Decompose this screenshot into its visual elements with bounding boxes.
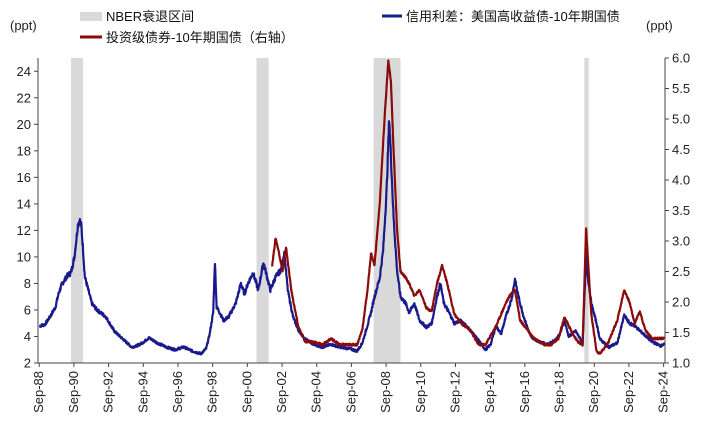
right-tick-label-3: 2.5	[672, 264, 690, 279]
x-tick-label-1: Sep-90	[66, 371, 81, 413]
x-tick-label-14: Sep-16	[517, 371, 532, 413]
left-axis-unit: (ppt)	[10, 18, 37, 33]
x-tick-label-7: Sep-02	[274, 371, 289, 413]
x-tick-label-4: Sep-96	[170, 371, 185, 413]
series-line-0	[38, 120, 666, 356]
x-tick-label-16: Sep-20	[586, 371, 601, 413]
x-tick-label-12: Sep-12	[447, 371, 462, 413]
right-tick-label-2: 2.0	[672, 295, 690, 310]
left-tick-label-10: 22	[17, 90, 31, 105]
left-tick-label-7: 16	[17, 170, 31, 185]
left-tick-label-3: 8	[24, 276, 31, 291]
legend-label-investment-grade: 投资级债券-10年期国债（右轴）	[106, 30, 294, 45]
right-tick-label-9: 5.5	[672, 81, 690, 96]
x-tick-label-6: Sep-00	[239, 371, 254, 413]
x-tick-label-2: Sep-92	[101, 371, 116, 413]
x-tick-label-13: Sep-14	[482, 371, 497, 413]
left-tick-label-1: 4	[24, 329, 31, 344]
right-tick-label-10: 6.0	[672, 51, 690, 66]
recession-band-1	[256, 58, 269, 363]
right-tick-label-4: 3.0	[672, 234, 690, 249]
left-tick-label-2: 6	[24, 302, 31, 317]
right-tick-label-8: 5.0	[672, 112, 690, 127]
right-axis-unit: (ppt)	[646, 18, 673, 33]
series-line-1	[271, 59, 666, 355]
right-tick-label-5: 3.5	[672, 203, 690, 218]
recession-shading	[70, 58, 589, 363]
legend: NBER衰退区间 信用利差：美国高收益债-10年期国债投资级债券-10年期国债（右…	[80, 9, 620, 45]
x-tick-label-3: Sep-94	[135, 371, 150, 413]
legend-swatch-recession	[80, 12, 102, 21]
recession-band-3	[584, 58, 589, 363]
x-tick-label-5: Sep-98	[205, 371, 220, 413]
x-tick-label-18: Sep-24	[656, 371, 671, 413]
left-tick-label-9: 20	[17, 117, 31, 132]
x-tick-label-9: Sep-06	[343, 371, 358, 413]
right-tick-label-7: 4.5	[672, 142, 690, 157]
x-tick-label-11: Sep-10	[413, 371, 428, 413]
x-tick-label-17: Sep-22	[621, 371, 636, 413]
right-tick-label-0: 1.0	[672, 356, 690, 371]
left-tick-label-0: 2	[24, 356, 31, 371]
recession-band-0	[70, 58, 84, 363]
left-tick-label-6: 14	[17, 196, 31, 211]
x-tick-label-8: Sep-04	[309, 371, 324, 413]
series-lines	[38, 59, 666, 356]
axes: 246810121416182022241.01.52.02.53.03.54.…	[17, 51, 691, 413]
left-tick-label-4: 10	[17, 249, 31, 264]
legend-label-recession: NBER衰退区间	[106, 9, 194, 24]
x-tick-label-10: Sep-08	[378, 371, 393, 413]
left-tick-label-11: 24	[17, 64, 31, 79]
left-tick-label-8: 18	[17, 143, 31, 158]
left-tick-label-5: 12	[17, 223, 31, 238]
x-tick-label-0: Sep-88	[31, 371, 46, 413]
right-tick-label-6: 4.0	[672, 173, 690, 188]
right-tick-label-1: 1.5	[672, 325, 690, 340]
legend-label-high-yield: 信用利差：美国高收益债-10年期国债	[406, 9, 620, 24]
x-tick-label-15: Sep-18	[552, 371, 567, 413]
